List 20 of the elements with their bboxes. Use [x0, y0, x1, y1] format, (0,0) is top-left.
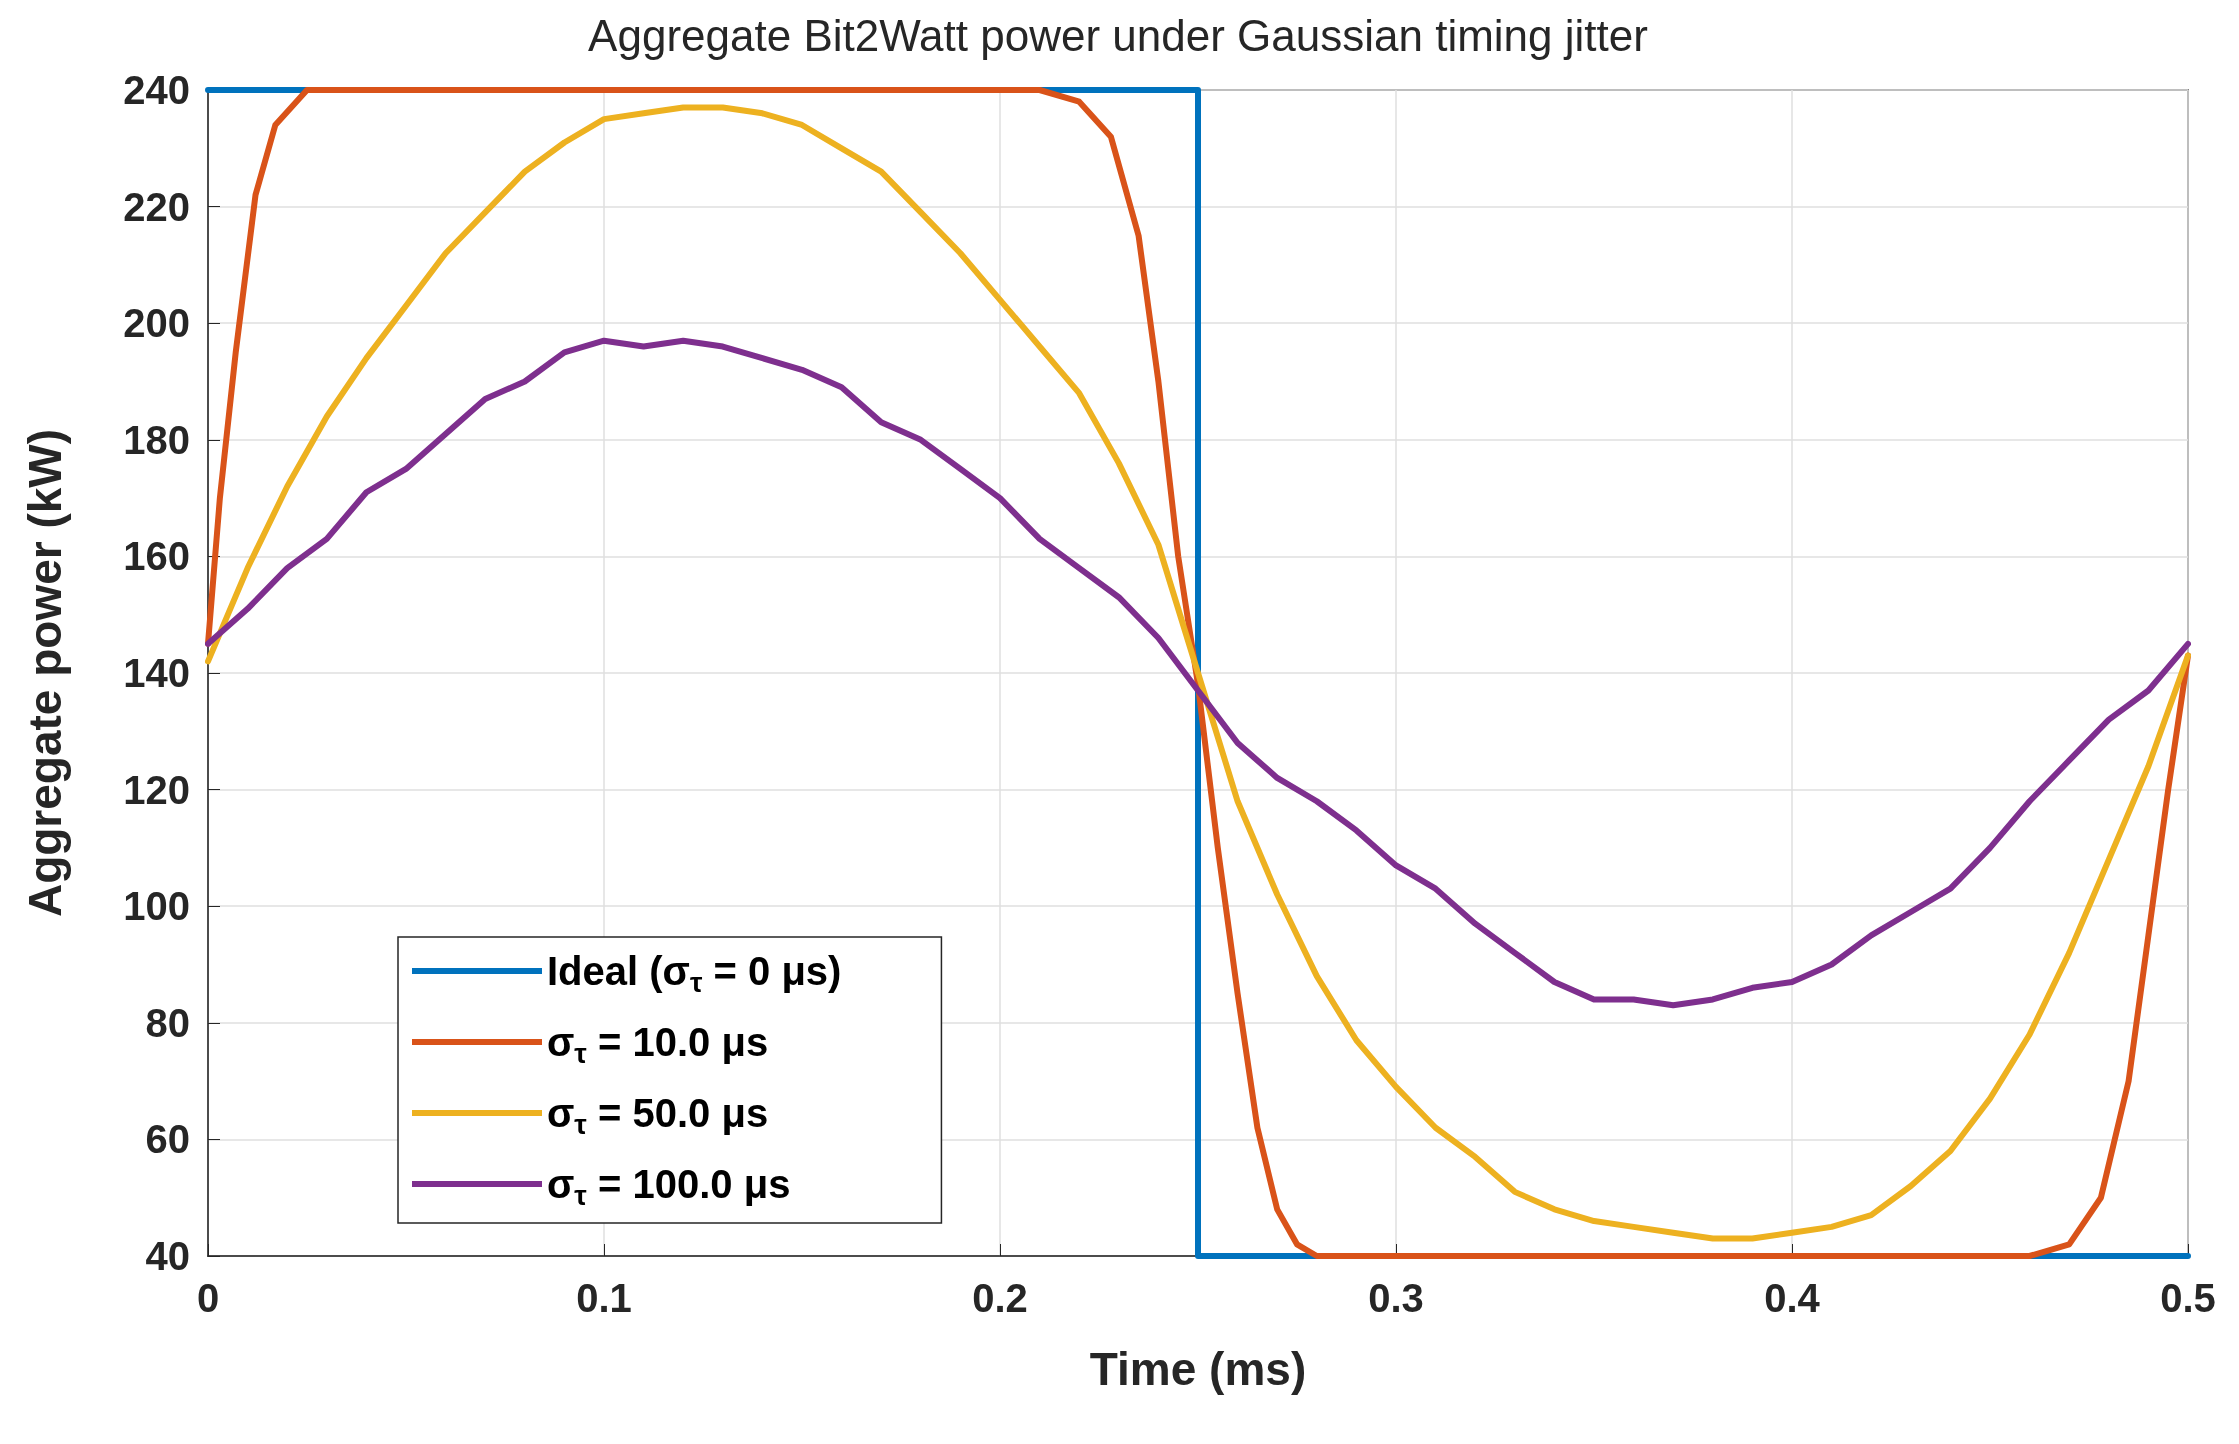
chart-title: Aggregate Bit2Watt power under Gaussian timing jitter — [588, 10, 1648, 60]
y-tick-label: 200 — [123, 301, 190, 346]
x-tick-label: 0 — [196, 1276, 220, 1320]
y-tick-label: 120 — [123, 767, 190, 812]
x-tick-label: 0.2 — [972, 1276, 1028, 1320]
y-tick-label: 40 — [145, 1234, 190, 1278]
y-tick-label: 220 — [123, 184, 190, 229]
y-tick-label: 60 — [145, 1117, 190, 1162]
y-tick-label: 100 — [123, 884, 190, 929]
x-tick-label: 0.1 — [576, 1276, 632, 1320]
y-tick-label: 160 — [123, 534, 190, 579]
y-tick-label: 180 — [123, 417, 190, 462]
y-tick-label: 140 — [123, 651, 190, 695]
x-axis-title: Time (ms) — [1089, 1343, 1307, 1395]
y-tick-label: 240 — [123, 68, 190, 112]
y-axis-title: Aggregate power (kW) — [19, 428, 71, 918]
x-tick-label: 0.4 — [1764, 1276, 1821, 1320]
x-tick-label: 0.5 — [2160, 1276, 2216, 1320]
x-tick-label: 0.3 — [1368, 1276, 1424, 1320]
y-tick-label: 80 — [145, 1000, 190, 1045]
